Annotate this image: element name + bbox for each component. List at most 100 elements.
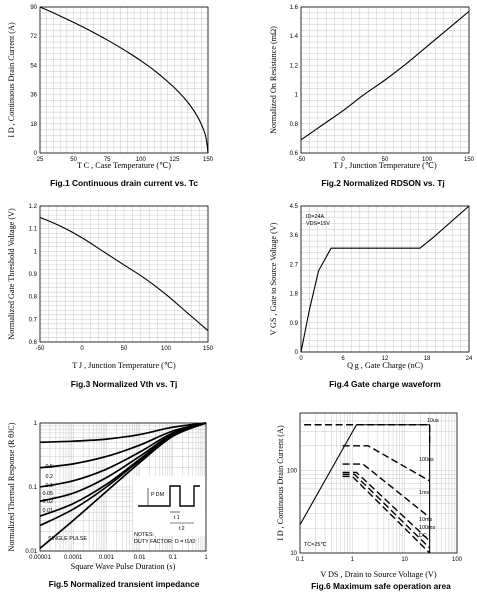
y-tick-label: 3.6 — [290, 233, 299, 239]
x-axis-label: V DS , Drain to Source Voltage (V) — [320, 570, 436, 579]
test-condition: ID=24A — [306, 214, 325, 220]
figure-caption: Fig.6 Maximum safe operation area — [311, 581, 451, 591]
y-tick-label: 0.8 — [290, 122, 299, 128]
y-tick-label: 1.2 — [29, 204, 38, 210]
series-label-100ms: 100ms — [419, 525, 435, 531]
series-label-10us: 10us — [427, 418, 439, 424]
x-tick-label: 100 — [422, 157, 433, 163]
x-axis-label: T J , Junction Temperature (℃) — [333, 161, 437, 170]
figure-caption: Fig.1 Continuous drain current vs. Tc — [50, 178, 198, 188]
series-line-100us — [342, 445, 430, 482]
series-label-10ms: 10ms — [419, 517, 432, 523]
y-tick-label: 54 — [30, 63, 37, 69]
y-tick-label: 0.9 — [29, 272, 38, 278]
series-label-100us: 100us — [419, 457, 434, 463]
duty-factor-note: DUTY FACTOR: D = t1/t2 — [134, 539, 195, 545]
plot-frame — [39, 422, 207, 552]
series-line-0.2 — [39, 422, 207, 469]
plot-frame — [299, 412, 458, 554]
x-tick-label: 125 — [169, 157, 180, 163]
y-tick-label: 0.9 — [290, 321, 299, 327]
figure-caption: Fig.3 Normalized Vth vs. Tj — [71, 379, 178, 389]
x-tick-label: 12 — [382, 356, 389, 362]
y-tick-label: 0 — [34, 151, 38, 157]
x-tick-label: 10 — [401, 557, 408, 563]
t1-label: t 1 — [174, 515, 180, 521]
series-line — [39, 216, 209, 332]
duty-factor-note: NOTES: — [134, 532, 154, 538]
series-label: 0.01 — [43, 508, 54, 514]
x-tick-label: 0.001 — [99, 555, 115, 561]
x-tick-label: -50 — [297, 157, 306, 163]
y-tick-label: 10 — [290, 551, 297, 557]
x-tick-label: 25 — [37, 157, 44, 163]
series-line — [39, 6, 209, 154]
x-tick-label: 50 — [121, 346, 128, 352]
y-tick-label: 18 — [30, 122, 37, 128]
series-line-100ms — [342, 473, 431, 549]
case-temperature-note: TC=25℃ — [304, 542, 326, 548]
series-label: 0.05 — [43, 491, 54, 497]
x-tick-label: 0.1 — [296, 557, 305, 563]
chart-4: 0 6 12 18 24 0 0.9 1.8 2.7 3.6 4.5 Q g , Gate Charg… — [269, 204, 473, 389]
x-tick-label: 100 — [161, 346, 172, 352]
series-label: 0.5 — [46, 464, 54, 470]
x-tick-label: 100 — [452, 557, 463, 563]
x-tick-label: 150 — [203, 157, 214, 163]
series-line-limit — [299, 424, 431, 553]
pulse-waveform — [138, 485, 200, 507]
chart-5: 0.00001 0.0001 0.001 0.01 0.1 1 0.01 0.1 1 Square… — [7, 421, 208, 589]
series-line-single-pulse — [39, 422, 207, 550]
series-label: 0.2 — [46, 474, 54, 480]
y-tick-label: 4.5 — [290, 204, 299, 210]
x-tick-label: 0.0001 — [64, 555, 83, 561]
y-tick-label: 0.6 — [290, 151, 299, 157]
chart-2: -50 0 50 100 150 0.6 0.8 1 1.2 1.4 1.6 T J , Juncti… — [269, 5, 475, 188]
grid-lines — [39, 205, 209, 343]
x-tick-label: 100 — [136, 157, 147, 163]
x-tick-label: 1 — [351, 557, 355, 563]
series-line — [300, 10, 470, 141]
x-tick-label: 50 — [70, 157, 77, 163]
figure-caption: Fig.4 Gate charge waveform — [329, 379, 441, 389]
series-line — [300, 205, 470, 353]
plot-frame — [39, 205, 209, 343]
y-tick-label: 1.2 — [290, 63, 299, 69]
plot-frame — [39, 6, 209, 154]
x-tick-label: -50 — [36, 346, 45, 352]
y-tick-label: 0.1 — [29, 485, 38, 491]
series-label-dc: DC — [419, 533, 427, 539]
chart-6: 0.1 1 10 100 10 100 V DS , Drain to Source Vol… — [276, 412, 463, 591]
y-tick-label: 1 — [34, 421, 38, 427]
series-label: 0.1 — [46, 483, 54, 489]
x-tick-label: 0 — [341, 157, 345, 163]
series-line-0.5 — [39, 422, 207, 444]
figure-caption: Fig.2 Normalized RDSON vs. Tj — [321, 178, 444, 188]
y-tick-label: 90 — [30, 5, 37, 11]
y-tick-label: 1.1 — [29, 227, 38, 233]
chart-1: 25 50 75 100 125 150 0 18 36 54 72 90 T C , Case Tem… — [7, 5, 214, 188]
x-tick-label: 6 — [341, 356, 345, 362]
x-axis-label: Square Wave Pulse Duration (s) — [71, 562, 176, 571]
y-axis-label: I D , Continuous Drain Current (A) — [7, 22, 16, 138]
x-tick-label: 75 — [104, 157, 111, 163]
x-tick-label: 18 — [424, 356, 431, 362]
y-tick-label: 100 — [287, 469, 298, 475]
x-tick-label: 0 — [80, 346, 84, 352]
chart-3: -50 0 50 100 150 0.6 0.7 0.8 0.9 1 1.1 1.2 T J , Jun… — [7, 204, 214, 389]
y-tick-label: 1 — [34, 249, 38, 255]
y-tick-label: 0 — [295, 350, 299, 356]
x-tick-label: 0 — [299, 356, 303, 362]
figure-caption: Fig.5 Normalized transient impedance — [49, 579, 200, 589]
series-line-10us — [304, 424, 431, 446]
y-tick-label: 1.6 — [290, 5, 299, 11]
y-tick-label: 2.7 — [290, 262, 299, 268]
grid-lines — [39, 6, 209, 154]
series-line-dc — [342, 475, 431, 554]
y-tick-label: 0.8 — [29, 295, 38, 301]
x-axis-label: Q g , Gate Charge (nC) — [347, 361, 423, 370]
y-tick-label: 0.7 — [29, 317, 38, 323]
series-label: 0.02 — [43, 499, 54, 505]
y-tick-label: 0.6 — [29, 340, 38, 346]
y-tick-label: 1.8 — [290, 292, 299, 298]
